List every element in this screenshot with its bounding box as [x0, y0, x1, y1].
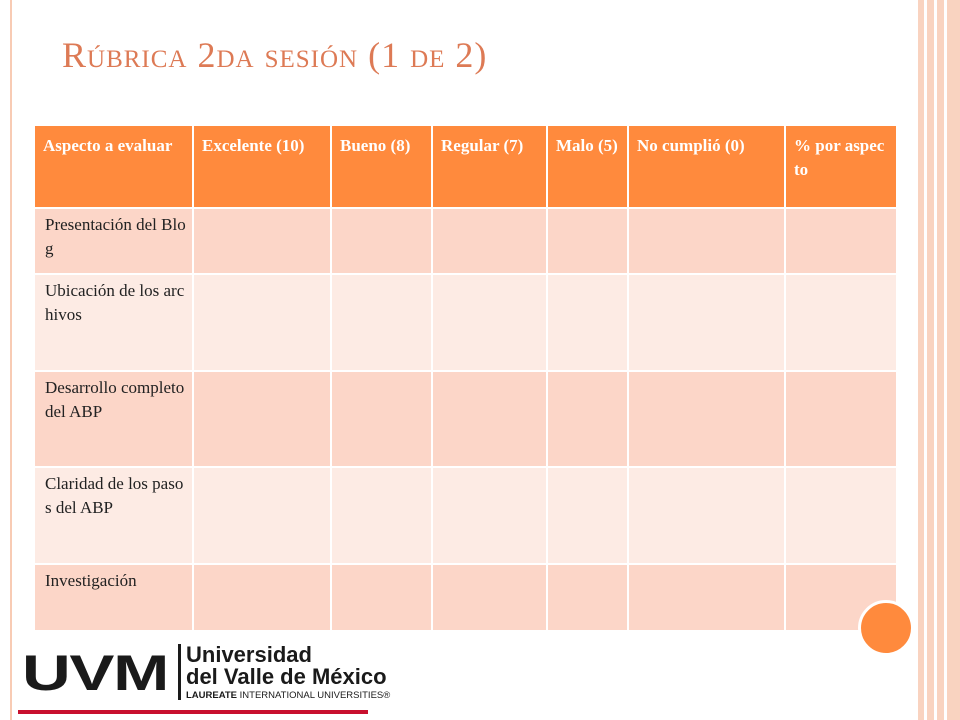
header-aspecto: Aspecto a evaluar: [35, 126, 194, 208]
table-row: Desarrollo completo del ABP: [35, 370, 898, 467]
header-malo: Malo (5): [547, 126, 629, 208]
table-cell: [785, 370, 898, 467]
row-aspect-label: Ubicación de los archivos: [35, 273, 194, 371]
rubric-table: Aspecto a evaluar Excelente (10) Bueno (…: [35, 126, 898, 630]
header-porcentaje: % por aspecto: [785, 126, 898, 208]
table-cell: [547, 207, 629, 274]
stripe: [934, 0, 937, 720]
table-cell: [331, 370, 433, 467]
table-cell: [432, 207, 548, 274]
header-row: Aspecto a evaluar Excelente (10) Bueno (…: [35, 126, 898, 208]
uvm-logo: UVM Universidad del Valle de México LAUR…: [18, 640, 390, 720]
table-cell: [785, 273, 898, 371]
table-cell: [331, 466, 433, 564]
right-decorative-stripes: [918, 0, 960, 720]
table-cell: [331, 207, 433, 274]
table-cell: [628, 466, 786, 564]
table-cell: [547, 273, 629, 371]
table-cell: [628, 370, 786, 467]
table-cell: [628, 563, 786, 630]
logo-tagline-bold: LAUREATE: [186, 690, 238, 701]
logo-name-line1: Universidad: [186, 642, 312, 667]
table-cell: [785, 207, 898, 274]
header-regular: Regular (7): [432, 126, 548, 208]
table-cell: [547, 466, 629, 564]
header-bueno: Bueno (8): [331, 126, 433, 208]
table-row: Investigación: [35, 563, 898, 630]
table-row: Ubicación de los archivos: [35, 273, 898, 371]
logo-divider: [178, 644, 181, 700]
logo-tagline-rest: INTERNATIONAL UNIVERSITIES®: [237, 690, 391, 701]
table-cell: [193, 370, 332, 467]
table-row: Claridad de los pasos del ABP: [35, 466, 898, 564]
logo-red-line: [18, 710, 368, 714]
table-cell: [193, 466, 332, 564]
row-aspect-label: Investigación: [35, 563, 194, 630]
header-no-cumplio: No cumplió (0): [628, 126, 786, 208]
slide-title: Rúbrica 2da sesión (1 de 2): [62, 35, 488, 75]
table-cell: [547, 370, 629, 467]
logo-name-line2: del Valle de México: [186, 664, 387, 689]
table-cell: [628, 207, 786, 274]
table-cell: [193, 273, 332, 371]
table-cell: [432, 273, 548, 371]
table-cell: [193, 563, 332, 630]
row-aspect-label: Presentación del Blog: [35, 207, 194, 274]
table-cell: [785, 466, 898, 564]
logo-tagline: LAUREATE INTERNATIONAL UNIVERSITIES®: [186, 690, 390, 701]
table-cell: [432, 563, 548, 630]
stripe: [924, 0, 927, 720]
table-cell: [432, 466, 548, 564]
stripe: [944, 0, 947, 720]
table-cell: [547, 563, 629, 630]
row-aspect-label: Claridad de los pasos del ABP: [35, 466, 194, 564]
left-decorative-line: [10, 0, 12, 720]
table-cell: [193, 207, 332, 274]
row-aspect-label: Desarrollo completo del ABP: [35, 370, 194, 467]
table-cell: [331, 563, 433, 630]
logo-mark: UVM: [22, 645, 169, 701]
table-cell: [331, 273, 433, 371]
orange-circle-decoration: [858, 600, 914, 656]
table-cell: [432, 370, 548, 467]
table-cell: [628, 273, 786, 371]
header-excelente: Excelente (10): [193, 126, 332, 208]
table-row: Presentación del Blog: [35, 207, 898, 274]
